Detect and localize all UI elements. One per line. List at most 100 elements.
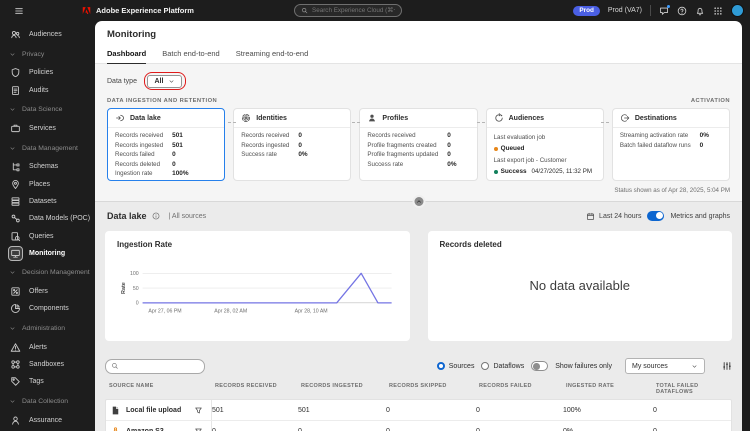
metric-label: Records failed: [115, 151, 155, 159]
card-destinations[interactable]: Destinations Streaming activation rate 0% B…: [611, 108, 731, 181]
card-profiles[interactable]: Profiles Records received 0 Profile fragmen…: [359, 108, 478, 181]
ingestion-group-label: DATA INGESTION AND RETENTION: [107, 98, 218, 104]
calendar-icon: [586, 212, 595, 221]
sidebar-item-icon-box: [8, 83, 23, 98]
sidebar-item-data-models-poc[interactable]: Data Models (POC): [0, 210, 95, 227]
sidebar-item-audits[interactable]: Audits: [0, 82, 95, 99]
brand: Adobe Experience Platform: [82, 6, 194, 15]
table-search-input[interactable]: [121, 362, 199, 370]
column-header-records-received[interactable]: RECORDS RECEIVED: [215, 383, 277, 389]
column-header-records-failed[interactable]: RECORDS FAILED: [479, 383, 532, 389]
dataflows-radio-label[interactable]: Dataflows: [493, 362, 525, 370]
sidebar-item-icon-box: [8, 301, 23, 316]
card-data-lake[interactable]: Data lake Records received 501 Records inge…: [107, 108, 226, 181]
metric-label: Success rate: [241, 151, 277, 159]
sidebar-item-audiences[interactable]: Audiences: [0, 26, 95, 43]
global-search-input[interactable]: [312, 7, 395, 14]
dataflows-radio[interactable]: [481, 362, 490, 370]
sidebar-item-monitoring[interactable]: Monitoring: [0, 245, 95, 262]
column-header-total-failed-dataflows[interactable]: TOTAL FAILED DATAFLOWS: [656, 383, 699, 395]
audiences-icon: [494, 113, 504, 123]
sidebar-item-schemas[interactable]: Schemas: [0, 158, 95, 175]
environment-badge[interactable]: Prod: [573, 5, 600, 16]
sidebar-section-label: Data Management: [22, 144, 78, 152]
data-type-dropdown[interactable]: All: [147, 74, 183, 88]
column-header-ingested-rate[interactable]: INGESTED RATE: [566, 383, 615, 389]
sidebar-item-alerts[interactable]: Alerts: [0, 339, 95, 356]
feedback-icon[interactable]: [659, 4, 670, 16]
sidebar-section-decision-management[interactable]: Decision Management: [0, 263, 95, 283]
topbar-actions: Prod Prod (VA7): [573, 4, 744, 17]
column-header-source-name[interactable]: SOURCE NAME: [109, 383, 154, 389]
table-row-amazon-s3[interactable]: Amazon S3 0 0 0 0 0% 0: [106, 421, 731, 431]
group-labels: DATA INGESTION AND RETENTION ACTIVATION: [107, 98, 730, 104]
sidebar-item-icon-box: [8, 340, 23, 355]
tab-streaming-end-to-end[interactable]: Streaming end-to-end: [235, 49, 309, 58]
sidebar-item-services[interactable]: Services: [0, 120, 95, 137]
job-status: Success 04/27/2025, 11:32 PM: [493, 166, 596, 178]
collapse-overview-button[interactable]: [412, 195, 425, 208]
show-failures-toggle[interactable]: [531, 361, 549, 371]
sources-radio-label[interactable]: Sources: [448, 362, 475, 370]
table-cell: 0: [212, 427, 216, 431]
sidebar-item-tags[interactable]: Tags: [0, 373, 95, 390]
sidebar-item-datasets[interactable]: Datasets: [0, 193, 95, 210]
sidebar-item-policies[interactable]: Policies: [0, 64, 95, 81]
audits-icon: [10, 85, 21, 96]
app-switcher-icon[interactable]: [713, 6, 723, 16]
table-search[interactable]: [105, 358, 205, 374]
sidebar-item-components[interactable]: Components: [0, 300, 95, 317]
amazon-s3-icon: [110, 426, 121, 431]
time-range-label: Last 24 hours: [599, 212, 642, 220]
main-content: Monitoring Dashboard Batch end-to-end Stre…: [95, 21, 742, 431]
metrics-graphs-toggle[interactable]: [647, 211, 665, 221]
metric-value: 0%: [298, 151, 308, 159]
hamburger-menu-icon[interactable]: [14, 6, 24, 16]
table-cell: 0: [386, 406, 390, 414]
notifications-bell-icon[interactable]: [695, 6, 705, 16]
help-icon[interactable]: [677, 6, 687, 16]
table-row-local-file-upload[interactable]: Local file upload 501 501 0 0 100% 0: [106, 400, 731, 421]
sidebar-item-label: Services: [29, 125, 56, 133]
section-divider: [95, 195, 742, 208]
column-header-records-ingested[interactable]: RECORDS INGESTED: [301, 383, 363, 389]
svg-text:Apr 28, 02 AM: Apr 28, 02 AM: [214, 309, 247, 315]
table-cell: 501: [298, 406, 310, 414]
datasets-icon: [10, 196, 21, 207]
global-search[interactable]: [294, 4, 402, 17]
sidebar-item-sandboxes[interactable]: Sandboxes: [0, 356, 95, 373]
sidebar-section-data-management[interactable]: Data Management: [0, 138, 95, 158]
sidebar-item-label: Tags: [29, 378, 44, 386]
tab-batch-end-to-end[interactable]: Batch end-to-end: [162, 49, 220, 58]
sidebar-section-privacy[interactable]: Privacy: [0, 44, 95, 64]
sidebar-item-label: Datasets: [29, 197, 57, 205]
scope-select[interactable]: My sources: [625, 358, 705, 374]
metric-value: 501: [172, 132, 183, 139]
sidebar-item-queries[interactable]: Queries: [0, 227, 95, 244]
sidebar-item-assurance[interactable]: Assurance: [0, 411, 95, 428]
column-settings-icon[interactable]: [722, 361, 732, 371]
sidebar-section-administration[interactable]: Administration: [0, 319, 95, 339]
sidebar-section-data-collection[interactable]: Data Collection: [0, 391, 95, 411]
card-identities[interactable]: Identities Records received 0 Records inges…: [233, 108, 352, 181]
ingestion-rate-panel: Ingestion Rate 0 50 100 Rate Apr 27, 06 PM Ap…: [105, 231, 410, 341]
info-icon[interactable]: [152, 212, 160, 220]
tab-dashboard[interactable]: Dashboard: [107, 49, 146, 63]
sidebar-item-places[interactable]: Places: [0, 175, 95, 192]
funnel-filter-icon[interactable]: [194, 427, 203, 431]
card-audiences[interactable]: Audiences Last evaluation job Queued Last e…: [485, 108, 604, 181]
table-header: SOURCE NAME RECORDS RECEIVED RECORDS INGES…: [105, 378, 732, 399]
sidebar-section-data-science[interactable]: Data Science: [0, 100, 95, 120]
sidebar-item-icon-box: [8, 27, 23, 42]
sources-radio[interactable]: [436, 362, 445, 370]
funnel-filter-icon[interactable]: [194, 406, 203, 415]
sources-table: Local file upload 501 501 0 0 100% 0 Amazon S3 0…: [105, 399, 732, 431]
column-header-records-skipped[interactable]: RECORDS SKIPPED: [389, 383, 447, 389]
time-range-button[interactable]: Last 24 hours: [586, 212, 641, 221]
chevron-down-icon: [9, 106, 16, 113]
status-dot: [493, 169, 498, 174]
user-avatar[interactable]: [731, 4, 744, 17]
sandboxes-icon: [10, 359, 21, 370]
sidebar-item-offers[interactable]: Offers: [0, 283, 95, 300]
sidebar-section-label: Data Collection: [22, 397, 69, 405]
